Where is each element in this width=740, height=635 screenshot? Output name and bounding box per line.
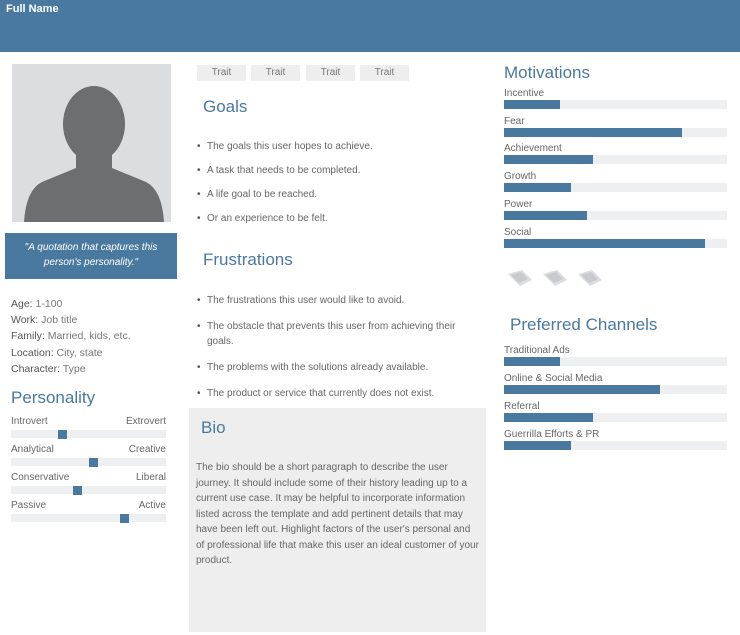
bar-fill	[504, 441, 571, 450]
brand-logos	[506, 266, 611, 293]
personality-slider: Passive Active	[11, 500, 166, 526]
demo-work: Work: Job title	[11, 314, 78, 327]
channel-bar: Referral	[504, 401, 727, 429]
frustrations-list: The frustrations this user would like to…	[197, 293, 482, 401]
goals-title: Goals	[203, 97, 248, 116]
brand-logo-icon	[506, 266, 534, 288]
demo-family: Family: Married, kids, etc.	[11, 330, 131, 343]
slider-knob	[120, 514, 129, 523]
motivation-bar: Fear	[504, 116, 727, 144]
slider-knob	[73, 486, 82, 495]
brand-logo-icon	[576, 266, 604, 288]
channels-title: Preferred Channels	[510, 315, 658, 334]
motivation-bar: Power	[504, 199, 727, 227]
motivation-bar: Growth	[504, 171, 727, 199]
bar-fill	[504, 239, 705, 248]
personality-title: Personality	[11, 388, 96, 407]
bar-fill	[504, 100, 560, 109]
persona-name: Full Name	[6, 3, 59, 15]
bar-fill	[504, 413, 594, 422]
personality-slider: Analytical Creative	[11, 444, 166, 470]
persona-quote: "A quotation that captures this person's…	[5, 233, 177, 279]
personality-slider: Conservative Liberal	[11, 472, 166, 498]
trait-tag: Trait	[306, 65, 355, 81]
bar-fill	[504, 385, 661, 394]
trait-tag: Trait	[251, 65, 300, 81]
list-item: Or an experience to be felt.	[197, 213, 373, 224]
channel-bar: Traditional Ads	[504, 345, 727, 373]
bar-fill	[504, 211, 587, 220]
bio-panel: Bio The bio should be a short paragraph …	[189, 408, 486, 632]
list-item: The problems with the solutions already …	[197, 360, 482, 375]
bar-fill	[504, 357, 560, 366]
bar-fill	[504, 155, 594, 164]
demographics: Age: 1-100 Work: Job title Family: Marri…	[11, 296, 131, 377]
bar-fill	[504, 128, 683, 137]
channel-bar: Online & Social Media	[504, 373, 727, 401]
trait-tag: Trait	[360, 65, 409, 81]
motivation-bar: Achievement	[504, 143, 727, 171]
goals-list: The goals this user hopes to achieve. A …	[197, 141, 373, 224]
bar-fill	[504, 183, 571, 192]
frustrations-title: Frustrations	[203, 250, 293, 269]
trait-tag: Trait	[197, 65, 246, 81]
list-item: The frustrations this user would like to…	[197, 293, 482, 308]
avatar	[12, 64, 171, 222]
bio-title: Bio	[201, 418, 226, 437]
slider-knob	[58, 430, 67, 439]
brand-logo-icon	[541, 266, 569, 288]
demo-age: Age: 1-100	[11, 298, 63, 310]
bio-text: The bio should be a short paragraph to d…	[196, 462, 479, 566]
person-silhouette-icon	[24, 86, 164, 222]
list-item: A life goal to be reached.	[197, 189, 373, 200]
motivation-bar: Incentive	[504, 88, 727, 116]
demo-location: Location: City, state	[11, 346, 103, 359]
personality-slider: Introvert Extrovert	[11, 416, 166, 442]
list-item: A task that needs to be completed.	[197, 165, 373, 176]
demo-character: Character: Type	[11, 362, 86, 375]
header-bar: Full Name	[0, 0, 740, 52]
list-item: The goals this user hopes to achieve.	[197, 141, 373, 152]
list-item: The obstacle that prevents this user fro…	[197, 319, 482, 349]
motivation-bar: Social	[504, 227, 727, 255]
slider-knob	[89, 458, 98, 467]
list-item: The product or service that currently do…	[197, 386, 482, 401]
motivations-title: Motivations	[504, 63, 590, 82]
channel-bar: Guerrilla Efforts & PR	[504, 429, 727, 457]
